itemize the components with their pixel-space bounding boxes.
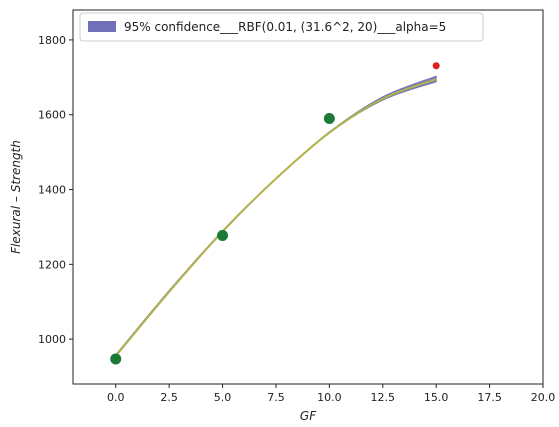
observed-point	[323, 112, 335, 124]
confidence-band	[115, 75, 437, 359]
observed-point	[110, 353, 122, 365]
confidence-band-area	[115, 75, 437, 359]
legend-box	[79, 12, 484, 42]
y-axis: 1000 1200 1400 1600 1800	[38, 34, 73, 346]
x-tick-label: 2.5	[160, 391, 178, 404]
legend-swatch	[88, 21, 116, 32]
y-tick-label: 1200	[38, 258, 66, 271]
x-tick-label: 5.0	[214, 391, 232, 404]
data-points	[110, 62, 440, 365]
mean-prediction-line	[114, 78, 437, 357]
legend: 95% confidence___RBF(0.01, (31.6^2, 20)_…	[79, 12, 484, 42]
x-tick-label: 7.5	[267, 391, 285, 404]
x-tick-label: 15.0	[424, 391, 449, 404]
x-axis-label: GF	[300, 409, 317, 423]
x-axis: 0.0 2.5 5.0 7.5 10.0 12.5 15.0 17.5 20.0	[107, 384, 555, 404]
observed-point	[217, 230, 229, 242]
x-tick-label: 12.5	[371, 391, 396, 404]
y-tick-label: 1800	[38, 34, 66, 47]
x-tick-label: 0.0	[107, 391, 125, 404]
x-tick-label: 10.0	[317, 391, 342, 404]
x-tick-label: 17.5	[477, 391, 502, 404]
y-axis-label: Flexural – Strength	[9, 140, 23, 254]
x-tick-label: 20.0	[531, 391, 556, 404]
y-tick-label: 1400	[38, 184, 66, 197]
y-tick-label: 1000	[38, 333, 66, 346]
plot-frame	[72, 9, 544, 385]
legend-entry: 95% confidence___RBF(0.01, (31.6^2, 20)_…	[124, 20, 446, 34]
highlight-point	[432, 62, 440, 70]
y-tick-label: 1600	[38, 109, 66, 122]
mean-line	[114, 78, 437, 357]
